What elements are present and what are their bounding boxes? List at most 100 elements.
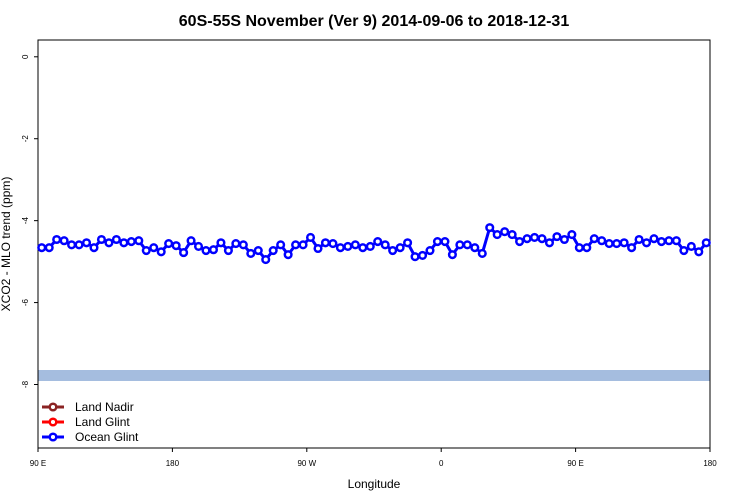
point (44, 243, 54, 253)
point (37, 243, 47, 253)
point (231, 239, 241, 249)
point (395, 243, 405, 253)
point (253, 246, 263, 256)
point (268, 246, 278, 256)
point (544, 238, 555, 248)
point (664, 236, 674, 246)
legend-label: Land Nadir (75, 400, 134, 414)
point (89, 243, 99, 253)
x-axis-label: Longitude (348, 477, 401, 491)
y-tick-label: -4 (21, 217, 30, 225)
point (552, 232, 562, 242)
point (604, 239, 614, 249)
point (619, 238, 629, 248)
point (164, 239, 174, 249)
point (298, 240, 308, 250)
point (305, 232, 316, 242)
point (81, 238, 92, 248)
point (686, 241, 696, 252)
legend-marker (48, 432, 58, 442)
point (485, 223, 495, 233)
point (96, 234, 107, 245)
point (216, 238, 226, 248)
point (537, 234, 547, 244)
point (223, 246, 233, 256)
point (477, 248, 487, 258)
point (455, 240, 465, 250)
point (656, 236, 667, 247)
point (388, 246, 398, 256)
y-tick-label: 0 (21, 54, 30, 59)
point (52, 234, 62, 245)
point (425, 246, 435, 256)
x-tick-label: 0 (439, 459, 444, 468)
point (126, 236, 136, 247)
x-tick-label: 90 E (30, 459, 46, 468)
point (589, 234, 599, 244)
point (238, 240, 248, 250)
point (417, 250, 428, 261)
point (320, 238, 331, 248)
point (641, 238, 652, 248)
point (507, 230, 517, 240)
point (492, 230, 502, 240)
y-tick-label: -6 (21, 298, 30, 306)
point (335, 243, 345, 253)
point (59, 236, 69, 246)
point (67, 240, 77, 250)
point (276, 240, 286, 250)
x-tick-label: 180 (166, 459, 180, 468)
point (201, 246, 211, 256)
legend-marker (48, 402, 58, 412)
y-tick-label: -2 (21, 135, 30, 143)
point (567, 230, 577, 240)
legend-marker (48, 417, 58, 427)
point (627, 243, 637, 253)
point (649, 234, 659, 244)
band (38, 370, 710, 381)
point (208, 245, 219, 255)
point (111, 234, 121, 245)
point (634, 234, 644, 245)
point (701, 238, 711, 248)
point (291, 240, 301, 250)
point (462, 240, 472, 250)
point (470, 243, 480, 253)
point (597, 236, 607, 246)
point (171, 241, 181, 251)
point (559, 234, 569, 245)
point (447, 250, 457, 260)
point (373, 236, 383, 247)
point (141, 246, 151, 256)
point (671, 236, 681, 246)
y-tick-label: -8 (21, 380, 30, 388)
point (612, 239, 622, 249)
point (149, 243, 159, 253)
point (261, 255, 271, 265)
y-axis-label: XCO2 - MLO trend (ppm) (0, 177, 13, 312)
point (313, 243, 323, 254)
point (500, 227, 510, 237)
point (380, 240, 390, 250)
point (694, 247, 704, 257)
point (104, 238, 114, 248)
point (574, 243, 584, 253)
point (350, 240, 360, 250)
x-tick-label: 90 E (567, 459, 583, 468)
point (246, 248, 256, 258)
legend-label: Ocean Glint (75, 430, 139, 444)
point (358, 243, 368, 253)
point (74, 240, 84, 250)
x-tick-label: 180 (703, 459, 717, 468)
point (283, 250, 293, 260)
point (179, 248, 189, 258)
point (119, 238, 129, 248)
point (328, 239, 338, 249)
chart-title: 60S-55S November (Ver 9) 2014-09-06 to 2… (179, 13, 570, 30)
point (186, 236, 196, 246)
point (410, 252, 420, 262)
point (134, 236, 144, 246)
point (582, 243, 592, 253)
point (193, 241, 204, 252)
